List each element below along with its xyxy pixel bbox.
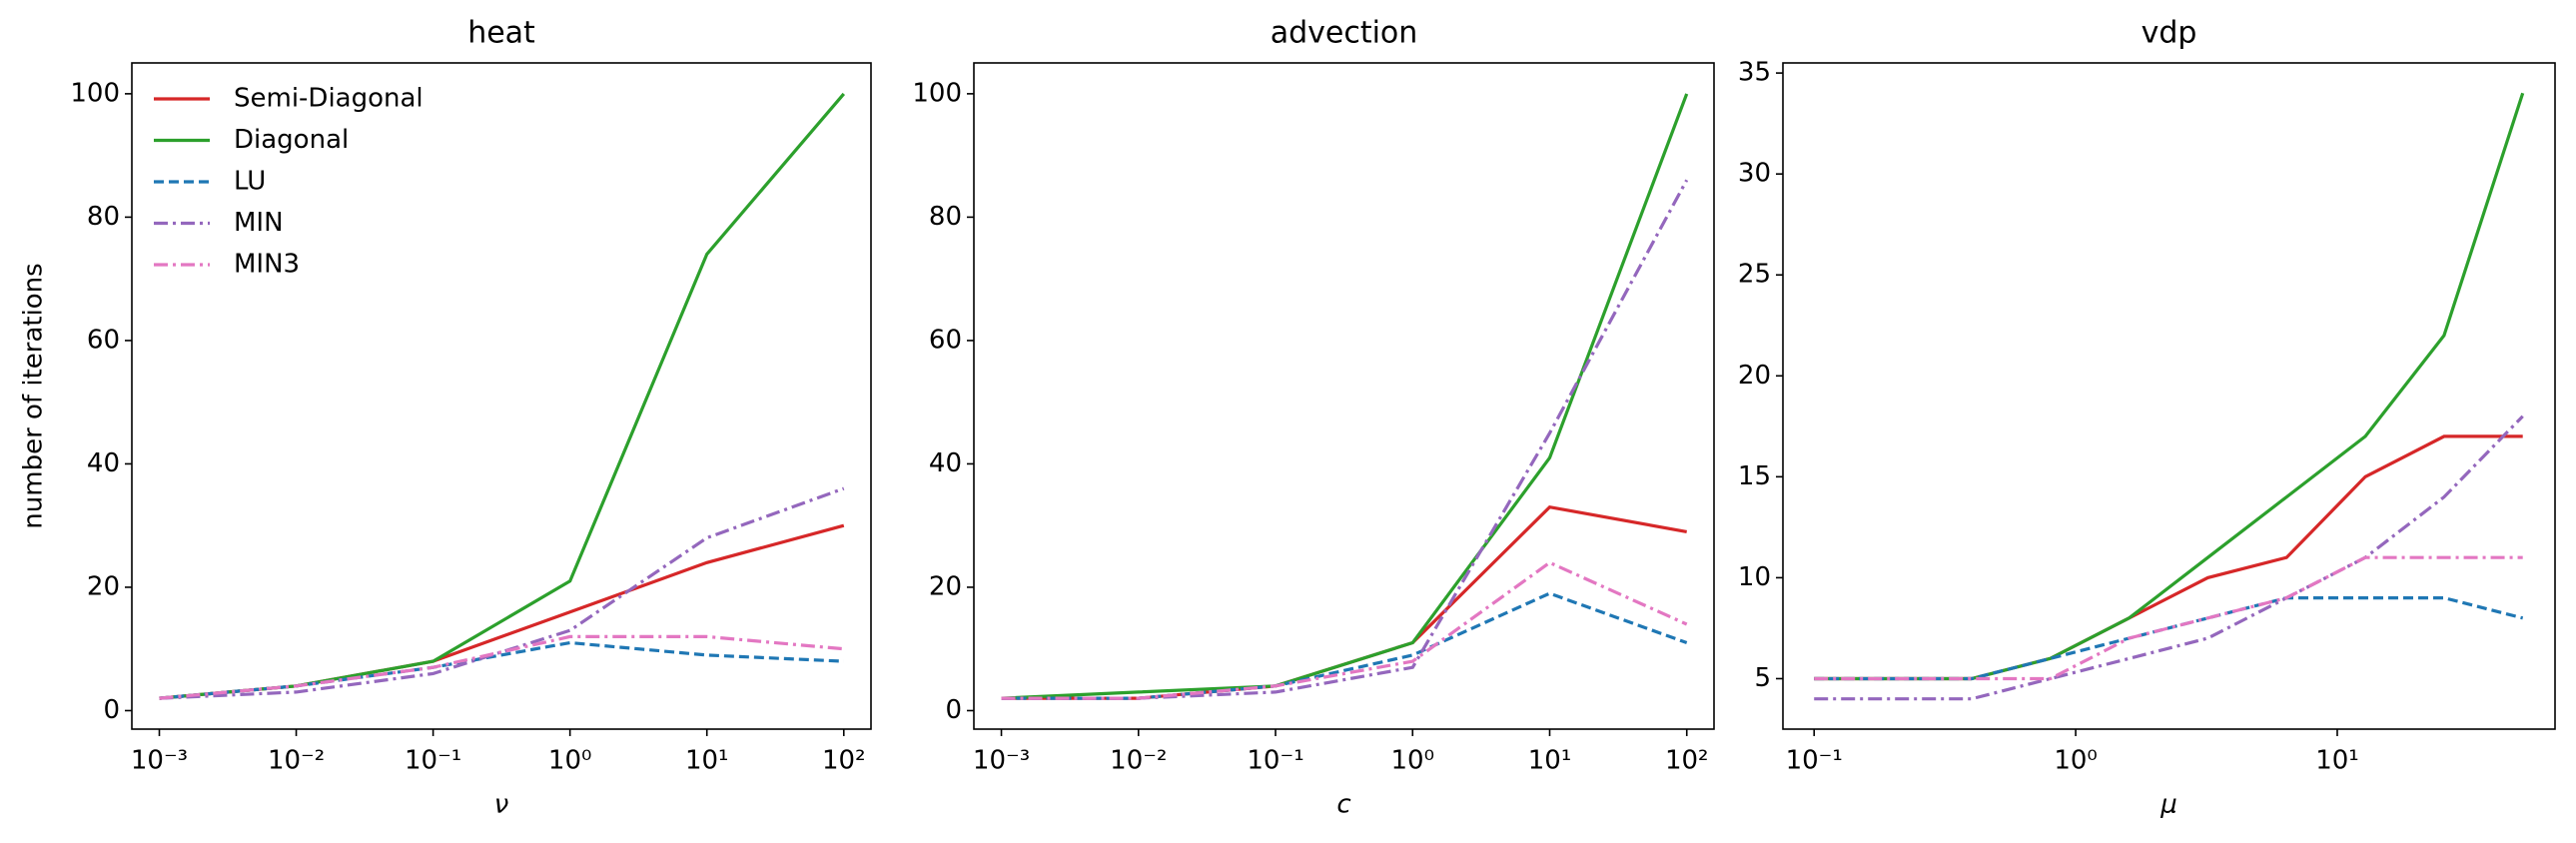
x-tick-label: 10⁻² xyxy=(268,746,325,776)
x-axis-label: ν xyxy=(494,790,509,820)
x-tick-label: 10⁻³ xyxy=(131,746,188,776)
y-tick-label: 10 xyxy=(1738,562,1771,592)
x-tick-label: 10⁰ xyxy=(548,746,592,776)
axes-frame xyxy=(973,62,1715,730)
series-line xyxy=(1814,555,2523,681)
series-line xyxy=(1001,93,1689,700)
x-axis-label: μ xyxy=(2159,790,2177,820)
y-tick-label: 40 xyxy=(929,448,962,478)
y-tick-label: 15 xyxy=(1738,461,1771,491)
series-line xyxy=(1814,596,2524,681)
chart-title: vdp xyxy=(2142,16,2197,51)
axes-frame xyxy=(131,62,872,730)
y-tick-label: 20 xyxy=(929,571,962,601)
x-tick-label: 10⁰ xyxy=(2054,746,2098,776)
series-line xyxy=(1001,179,1689,700)
axes-frame xyxy=(1782,62,2556,730)
x-tick-label: 10¹ xyxy=(685,746,729,776)
y-tick-label: 40 xyxy=(87,448,120,478)
y-tick-label: 30 xyxy=(1738,159,1771,189)
series-line xyxy=(1001,560,1688,700)
x-tick-label: 10⁻² xyxy=(1110,746,1167,776)
series-line xyxy=(159,634,844,700)
y-tick-label: 60 xyxy=(87,325,120,355)
x-tick-label: 10² xyxy=(1665,746,1709,776)
series-line xyxy=(159,486,845,700)
legend-label: Semi-Diagonal xyxy=(234,84,424,114)
y-axis-label: number of iterations xyxy=(19,263,49,528)
series-line xyxy=(1814,92,2525,681)
y-tick-label: 80 xyxy=(929,202,962,232)
x-tick-label: 10¹ xyxy=(2315,746,2359,776)
y-tick-label: 20 xyxy=(1738,361,1771,391)
x-tick-label: 10⁻¹ xyxy=(405,746,461,776)
y-tick-label: 80 xyxy=(87,202,120,232)
series-line xyxy=(159,523,845,700)
y-tick-label: 25 xyxy=(1738,260,1771,290)
legend-label: MIN3 xyxy=(234,250,300,280)
y-tick-label: 0 xyxy=(103,695,120,725)
x-tick-label: 10⁻³ xyxy=(973,746,1030,776)
x-tick-label: 10⁻¹ xyxy=(1786,746,1843,776)
y-tick-label: 100 xyxy=(912,78,962,108)
legend-label: Diagonal xyxy=(234,125,349,155)
y-tick-label: 20 xyxy=(87,571,120,601)
x-tick-label: 10² xyxy=(822,746,866,776)
series-line xyxy=(1814,415,2524,701)
legend-label: LU xyxy=(234,167,266,197)
y-tick-label: 35 xyxy=(1738,58,1771,88)
y-tick-label: 5 xyxy=(1754,663,1771,693)
y-tick-label: 60 xyxy=(929,325,962,355)
y-tick-label: 0 xyxy=(945,695,962,725)
y-tick-label: 100 xyxy=(70,78,120,108)
x-tick-label: 10¹ xyxy=(1528,746,1572,776)
chart-title: advection xyxy=(1271,16,1418,51)
x-tick-label: 10⁻¹ xyxy=(1247,746,1303,776)
x-tick-label: 10⁰ xyxy=(1390,746,1434,776)
series-line xyxy=(1001,591,1688,700)
x-axis-label: c xyxy=(1336,790,1350,820)
chart-title: heat xyxy=(467,16,535,51)
legend-label: MIN xyxy=(234,208,284,238)
